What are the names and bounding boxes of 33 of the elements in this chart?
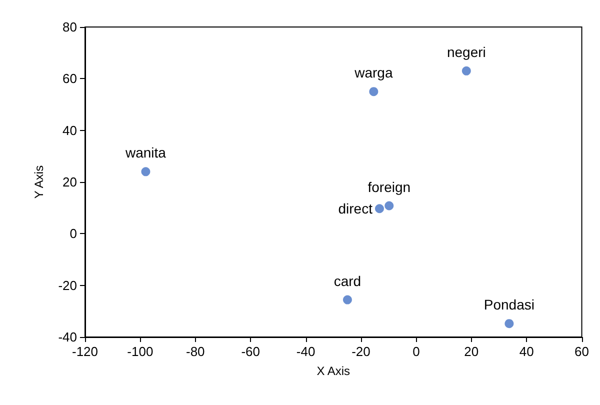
point — [504, 319, 514, 328]
annotation: warga — [354, 64, 393, 81]
x-tick-label: 60 — [574, 344, 590, 359]
annotation: wanita — [124, 144, 166, 161]
x-tick-label: -120 — [72, 344, 98, 359]
point — [342, 295, 352, 304]
x-tick-label: -40 — [296, 344, 316, 359]
point — [369, 87, 378, 96]
point — [384, 201, 394, 210]
point — [462, 66, 471, 76]
point — [374, 204, 384, 214]
x-tick-label: -80 — [186, 344, 205, 359]
y-tick-label: 0 — [70, 226, 77, 242]
x-tick-label: 0 — [412, 344, 420, 359]
y-tick-label: 60 — [62, 71, 77, 86]
x-tick-label: 20 — [464, 344, 479, 359]
x-axis-title: X Axis — [316, 364, 350, 378]
y-tick-label: 80 — [62, 20, 77, 34]
annotation: Pondasi — [484, 296, 534, 313]
annotation: card — [334, 272, 362, 289]
annotation: negeri — [446, 44, 486, 60]
x-tick-label: 40 — [519, 344, 534, 359]
y-tick-label: 20 — [62, 174, 77, 190]
annotation: direct — [338, 200, 373, 217]
point — [141, 167, 150, 176]
y-tick-label: -40 — [58, 330, 77, 344]
annotation: foreign — [368, 178, 411, 195]
x-tick-label: -20 — [352, 344, 370, 359]
y-axis-title: Y Axis — [32, 165, 46, 199]
y-tick-label: 40 — [62, 122, 77, 138]
y-tick-label: -20 — [58, 278, 77, 293]
x-tick-label: -100 — [127, 344, 154, 359]
x-tick-label: -60 — [241, 344, 260, 359]
